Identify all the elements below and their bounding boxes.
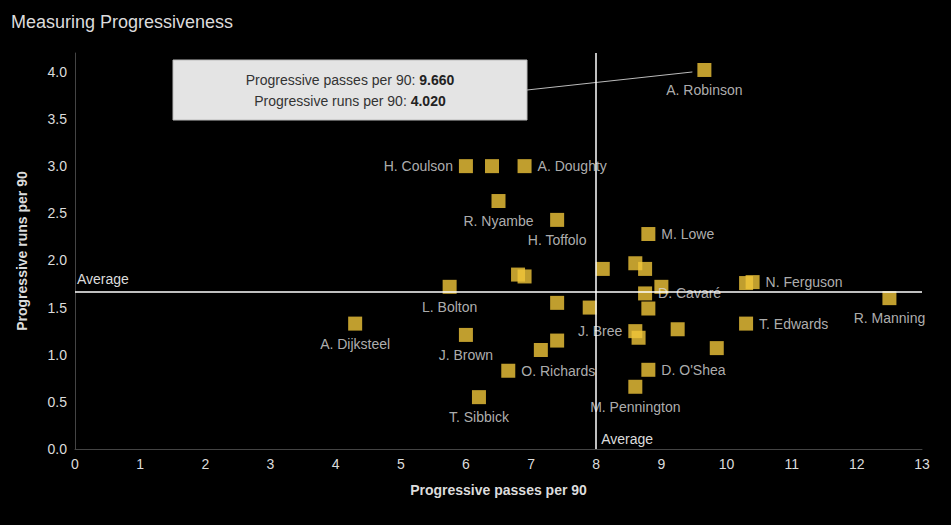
svg-text:7: 7 xyxy=(527,456,535,472)
svg-text:J. Bree: J. Bree xyxy=(578,323,623,339)
svg-text:A. Doughty: A. Doughty xyxy=(537,158,607,175)
svg-text:1.5: 1.5 xyxy=(48,300,68,316)
svg-text:T. Sibbick: T. Sibbick xyxy=(449,409,510,425)
svg-text:Progressive passes per 90:: Progressive passes per 90: xyxy=(246,72,420,88)
svg-text:N. Ferguson: N. Ferguson xyxy=(766,274,843,290)
svg-text:12: 12 xyxy=(849,456,865,472)
svg-text:Average: Average xyxy=(77,271,129,287)
svg-text:4.020: 4.020 xyxy=(411,93,446,109)
svg-text:13: 13 xyxy=(914,456,930,472)
svg-text:D. O'Shea: D. O'Shea xyxy=(661,362,725,378)
svg-text:9.660: 9.660 xyxy=(419,72,454,88)
svg-text:J. Brown: J. Brown xyxy=(439,347,493,363)
svg-text:Progressive runs per 90: Progressive runs per 90 xyxy=(14,171,30,331)
svg-text:6: 6 xyxy=(462,456,470,472)
svg-text:5: 5 xyxy=(397,456,405,472)
svg-text:Progressive passes per 90: Progressive passes per 90 xyxy=(410,482,587,498)
svg-text:M. Pennington: M. Pennington xyxy=(590,399,680,415)
svg-text:Progressive runs per 90:: Progressive runs per 90: xyxy=(254,93,410,109)
svg-text:8: 8 xyxy=(592,456,600,472)
svg-text:1.0: 1.0 xyxy=(48,347,68,363)
svg-text:0.5: 0.5 xyxy=(48,394,68,410)
svg-text:9: 9 xyxy=(657,456,665,472)
svg-text:D. Cavaré: D. Cavaré xyxy=(658,285,721,301)
svg-text:10: 10 xyxy=(719,456,735,472)
svg-text:H. Toffolo: H. Toffolo xyxy=(528,232,587,248)
svg-text:1: 1 xyxy=(136,456,144,472)
svg-text:4: 4 xyxy=(332,456,340,472)
svg-text:O. Richards: O. Richards xyxy=(521,363,595,379)
svg-text:4.0: 4.0 xyxy=(48,64,68,80)
svg-text:2.5: 2.5 xyxy=(48,205,68,221)
svg-text:0: 0 xyxy=(71,456,79,472)
svg-text:A. Dijksteel: A. Dijksteel xyxy=(320,336,390,352)
svg-text:H. Coulson: H. Coulson xyxy=(384,158,453,174)
svg-text:0.0: 0.0 xyxy=(48,441,68,457)
svg-text:Average: Average xyxy=(601,431,653,447)
svg-text:T. Edwards: T. Edwards xyxy=(759,316,828,332)
svg-text:3.0: 3.0 xyxy=(48,158,68,174)
svg-text:3: 3 xyxy=(267,456,275,472)
svg-text:L. Bolton: L. Bolton xyxy=(422,299,477,315)
svg-text:Measuring Progressiveness: Measuring Progressiveness xyxy=(11,12,233,32)
svg-text:3.5: 3.5 xyxy=(48,111,68,127)
svg-text:R. Manning: R. Manning xyxy=(854,310,926,326)
svg-text:2: 2 xyxy=(201,456,209,472)
svg-text:11: 11 xyxy=(784,456,799,472)
svg-text:R. Nyambe: R. Nyambe xyxy=(463,213,533,229)
svg-text:A. Robinson: A. Robinson xyxy=(666,82,742,98)
svg-text:M. Lowe: M. Lowe xyxy=(661,226,714,242)
svg-text:2.0: 2.0 xyxy=(48,252,68,268)
